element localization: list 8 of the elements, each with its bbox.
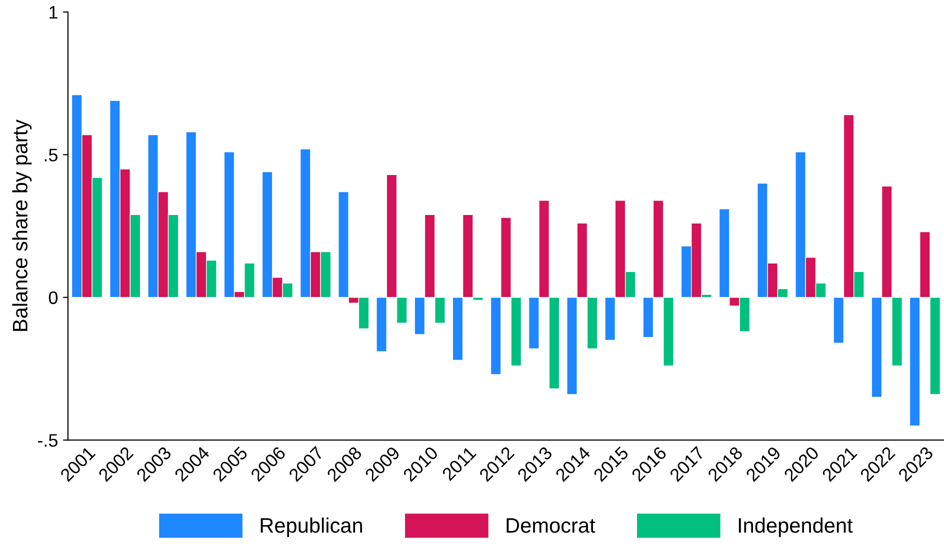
y-axis-title: Balance share by party xyxy=(12,120,32,331)
legend-label: Democrat xyxy=(506,518,596,533)
y-tick-label: -.5 xyxy=(38,434,58,447)
y-tick-label: 0 xyxy=(48,291,58,304)
legend-label: Republican xyxy=(260,518,362,537)
legend-label: Independent xyxy=(738,518,853,537)
y-tick-label: 1 xyxy=(50,6,58,19)
y-tick-label: .5 xyxy=(44,148,58,162)
